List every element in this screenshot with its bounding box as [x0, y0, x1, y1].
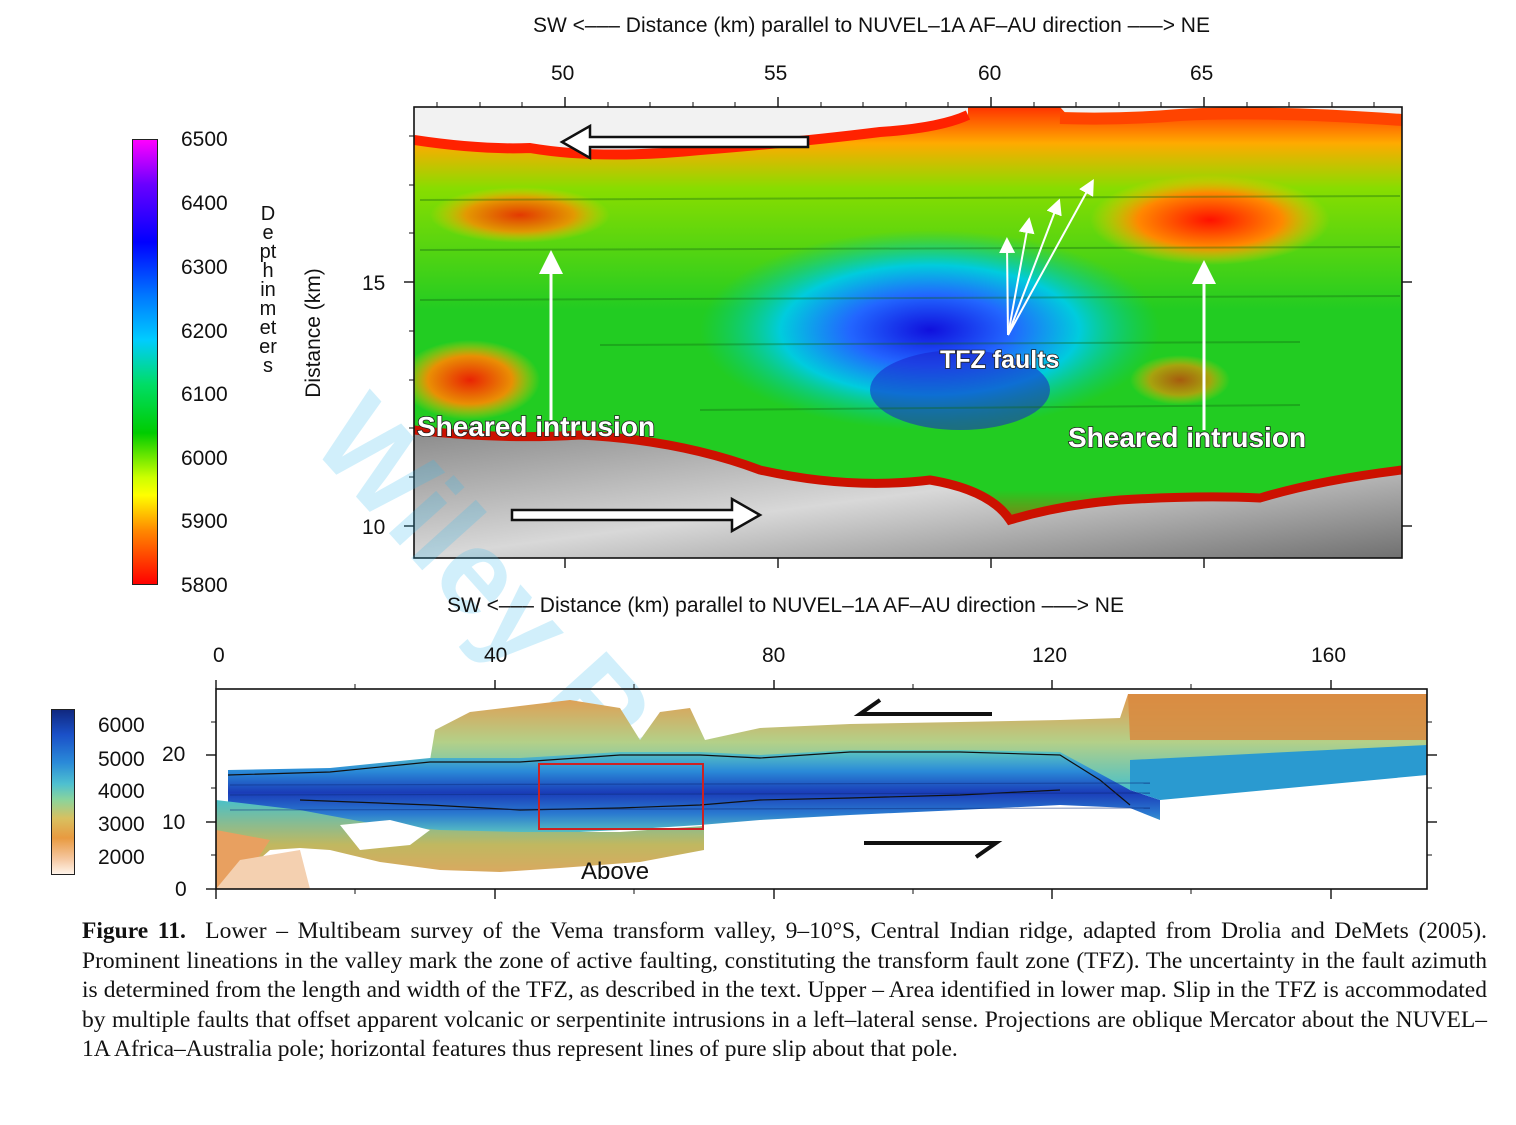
figure-label: Figure 11. [82, 918, 186, 944]
figure-caption-text: Lower – Multibeam survey of the Vema tra… [82, 918, 1488, 1062]
lower-colorbar-tick: 5000 [98, 748, 145, 771]
lower-xtick: 0 [213, 644, 225, 667]
upper-ytick: 15 [362, 272, 386, 295]
upper-top-axis-title: SW <––– Distance (km) parallel to NUVEL–… [533, 14, 1210, 37]
lower-xtick: 160 [1311, 644, 1347, 667]
upper-colorbar-tick: 6100 [181, 383, 228, 406]
upper-xtick: 50 [551, 62, 575, 85]
annotation-tfz-faults: TFZ faults [940, 346, 1059, 374]
upper-xtick: 55 [764, 62, 788, 85]
upper-xtick: 65 [1190, 62, 1214, 85]
annotation-sheared-intrusion-left: Sheared intrusion [417, 411, 655, 442]
annotation-sheared-intrusion-right: Sheared intrusion [1068, 422, 1306, 453]
lower-bathymetry-map [206, 680, 1437, 899]
upper-colorbar [132, 139, 158, 585]
lower-xtick: 40 [484, 644, 508, 667]
lower-xtick: 80 [762, 644, 786, 667]
upper-xtick: 60 [978, 62, 1002, 85]
upper-colorbar-tick: 5800 [181, 574, 228, 597]
upper-colorbar-tick: 6300 [181, 256, 228, 279]
lower-ytick: 10 [162, 811, 186, 834]
lower-colorbar-tick: 6000 [98, 714, 145, 737]
upper-colorbar-tick: 6400 [181, 192, 228, 215]
lower-colorbar-tick: 4000 [98, 780, 145, 803]
box-label-above: Above [581, 858, 650, 885]
lower-colorbar-tick: 2000 [98, 846, 145, 869]
lower-ytick: 20 [162, 743, 186, 766]
lower-colorbar-tick: 3000 [98, 813, 145, 836]
upper-colorbar-tick: 5900 [181, 510, 228, 533]
upper-colorbar-tick: 6200 [181, 320, 228, 343]
upper-colorbar-label: Depth in meters [259, 203, 277, 377]
upper-colorbar-tick: 6000 [181, 447, 228, 470]
lower-xtick: 120 [1032, 644, 1068, 667]
figure-caption: Figure 11. Lower – Multibeam survey of t… [82, 917, 1487, 1065]
upper-colorbar-tick: 6500 [181, 128, 228, 151]
lower-colorbar [51, 709, 75, 875]
upper-bathymetry-map: Sheared intrusion Sheared intrusion TFZ … [404, 97, 1412, 568]
lower-top-axis-title: SW <––– Distance (km) parallel to NUVEL–… [447, 594, 1124, 617]
upper-ytick: 10 [362, 516, 386, 539]
lower-ytick: 0 [175, 878, 187, 901]
